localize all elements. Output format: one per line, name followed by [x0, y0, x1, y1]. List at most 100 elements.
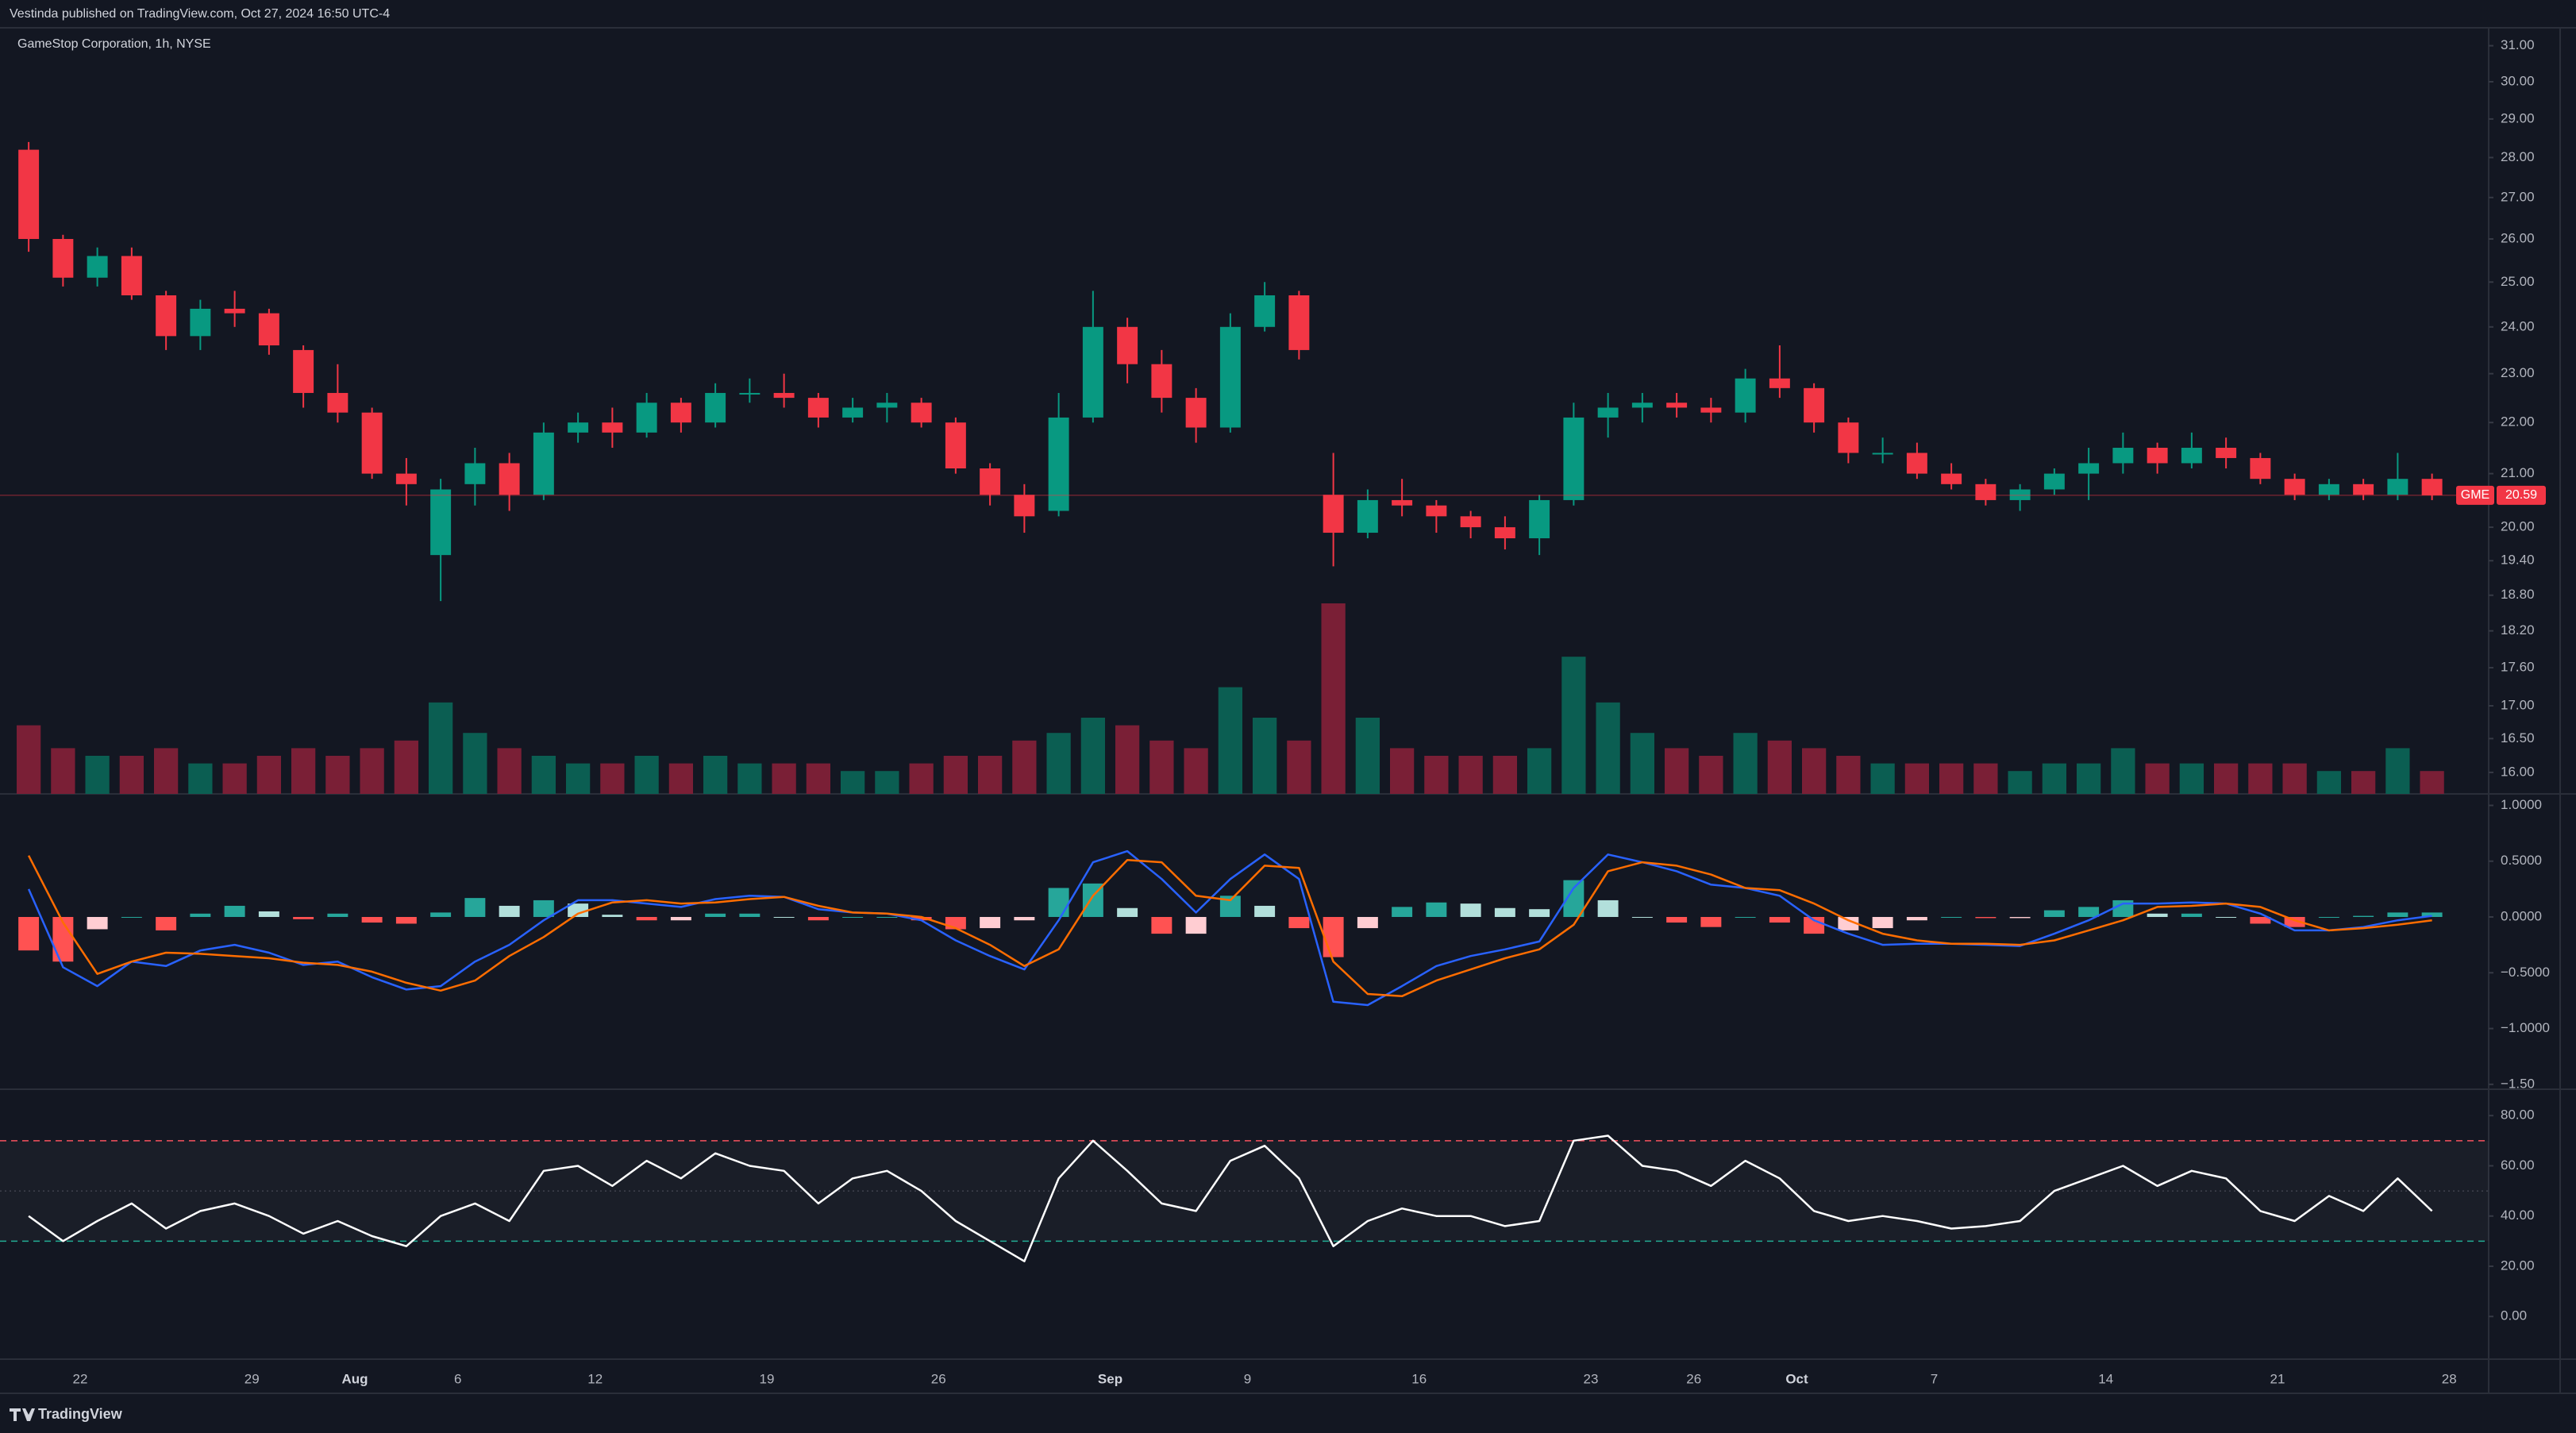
volume-bar: [463, 733, 487, 794]
volume-bar: [1870, 763, 1895, 794]
histogram-bar: [2078, 907, 2100, 918]
y-tick-label: 31.00: [2501, 37, 2535, 52]
histogram-bar: [1975, 917, 1996, 919]
volume-bar: [703, 756, 728, 794]
volume-bar: [1664, 748, 1689, 794]
histogram-bar: [2421, 912, 2443, 918]
volume-bar: [1184, 748, 1208, 794]
x-tick-label: 22: [73, 1371, 88, 1386]
candle-body: [2181, 448, 2202, 464]
histogram-bar: [1014, 917, 1035, 921]
volume-bar: [1355, 718, 1380, 794]
histogram-bar: [1185, 917, 1207, 934]
histogram-bar: [293, 917, 314, 919]
candle-body: [1597, 407, 1619, 418]
candle-body: [876, 403, 898, 408]
histogram-bar: [190, 913, 211, 918]
volume-bar: [600, 763, 625, 794]
candle-body: [1735, 378, 1756, 413]
candle-body: [464, 463, 486, 484]
candle-body: [2078, 463, 2100, 474]
histogram-bar: [568, 903, 589, 918]
y-tick-label: −1.0000: [2501, 1020, 2550, 1035]
volume-bar: [2076, 763, 2101, 794]
candle-body: [1014, 495, 1035, 517]
volume-bar: [2179, 763, 2204, 794]
volume-bar: [2420, 771, 2444, 794]
volume-bar: [1115, 725, 1140, 794]
y-tick-label: 18.80: [2501, 587, 2535, 602]
volume-bar: [806, 763, 831, 794]
histogram-bar: [980, 917, 1001, 929]
y-tick-label: 19.40: [2501, 553, 2535, 568]
x-tick-label: 14: [2098, 1371, 2113, 1386]
candle-body: [1804, 387, 1825, 423]
volume-bar: [2316, 771, 2342, 794]
histogram-bar: [1872, 917, 1893, 929]
volume-bar: [2248, 763, 2273, 794]
candle-body: [911, 403, 932, 423]
histogram-bar: [18, 917, 40, 951]
x-tick-label: 26: [1686, 1371, 1701, 1386]
volume-bar: [188, 763, 213, 794]
candle-body: [2353, 483, 2374, 495]
histogram-bar: [2043, 910, 2065, 918]
y-tick-label: 18.20: [2501, 622, 2535, 638]
y-tick-label: 22.00: [2501, 414, 2535, 430]
x-tick-label: 16: [1411, 1371, 1427, 1386]
candle-body: [1769, 378, 1790, 388]
volume-bar: [840, 771, 865, 794]
histogram-bar: [773, 917, 795, 919]
histogram-bar: [464, 898, 486, 918]
histogram-bar: [121, 917, 142, 919]
candle-body: [670, 403, 691, 423]
y-tick-label: 17.00: [2501, 698, 2535, 713]
candle-body: [2112, 448, 2134, 464]
histogram-bar: [1735, 917, 1756, 919]
candle-body: [2387, 479, 2409, 495]
candle-body: [1700, 407, 1722, 413]
candle-body: [1838, 422, 1859, 453]
volume-bar: [291, 748, 316, 794]
candle-body: [1117, 326, 1138, 364]
histogram-bar: [2216, 917, 2237, 919]
candle-body: [395, 473, 417, 484]
histogram-bar: [1494, 907, 1515, 918]
volume-bar: [634, 756, 659, 794]
histogram-bar: [1048, 888, 1069, 918]
histogram-bar: [602, 915, 623, 918]
y-tick-label: 16.50: [2501, 730, 2535, 745]
x-tick-label: 29: [245, 1371, 260, 1386]
last-price-tag: [2497, 485, 2546, 505]
histogram-bar: [1838, 917, 1859, 930]
candle-body: [1872, 453, 1893, 455]
candle-body: [1323, 495, 1344, 534]
candle-body: [1666, 403, 1688, 408]
histogram-bar: [52, 917, 74, 962]
histogram-bar: [911, 917, 932, 921]
volume-bar: [2385, 748, 2410, 794]
histogram-bar: [1631, 917, 1653, 919]
histogram-bar: [87, 917, 108, 930]
volume-bar: [153, 748, 179, 794]
candle-body: [2421, 479, 2443, 495]
histogram-bar: [1357, 917, 1378, 929]
histogram-bar: [327, 913, 348, 918]
macd-line: [27, 855, 2432, 998]
volume-bar: [977, 756, 1003, 794]
histogram-bar: [1906, 917, 1927, 921]
volume-bar: [360, 748, 384, 794]
volume-bar: [1321, 603, 1346, 794]
histogram-bar: [2353, 915, 2374, 918]
x-tick-label: Oct: [1785, 1371, 1808, 1386]
candle-body: [705, 392, 726, 423]
volume-bar: [531, 756, 556, 794]
histogram-bar: [224, 905, 245, 918]
histogram-bar: [807, 917, 829, 921]
x-tick-label: Sep: [1098, 1371, 1122, 1386]
histogram-bar: [1117, 907, 1138, 918]
histogram-bar: [533, 899, 554, 918]
histogram-bar: [499, 905, 520, 918]
volume-bar: [1561, 657, 1586, 794]
